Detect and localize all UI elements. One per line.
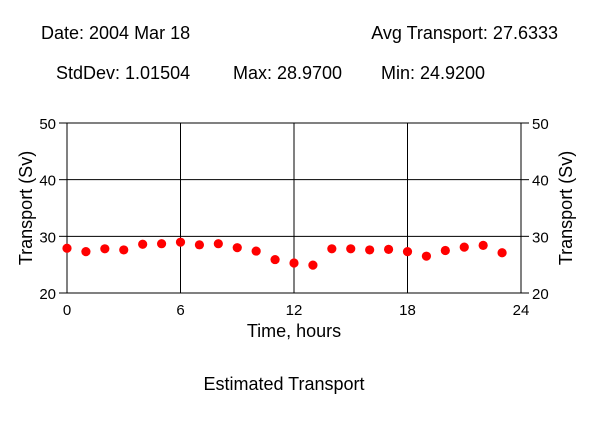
data-point xyxy=(440,245,450,256)
data-point xyxy=(327,244,337,254)
data-point xyxy=(194,240,205,250)
data-point xyxy=(478,240,488,250)
data-point xyxy=(213,239,223,249)
data-point xyxy=(100,244,110,254)
y-axis-label-left: Transport (Sv) xyxy=(16,151,36,265)
y-tick-label-left: 40 xyxy=(39,173,56,190)
y-tick-label-right: 20 xyxy=(532,286,549,303)
data-point xyxy=(270,254,280,265)
data-point xyxy=(346,244,356,254)
max-label: Max: 28.9700 xyxy=(233,63,343,83)
x-tick-label: 6 xyxy=(176,302,184,319)
data-point xyxy=(119,245,129,255)
x-tick-label: 12 xyxy=(286,302,303,319)
data-point xyxy=(251,246,261,256)
data-point xyxy=(232,243,242,253)
data-point xyxy=(62,243,72,253)
data-point xyxy=(497,248,507,258)
data-point xyxy=(383,244,394,254)
data-point xyxy=(156,239,167,249)
y-tick-label-left: 20 xyxy=(39,286,56,303)
data-point xyxy=(81,247,91,257)
y-axis-label-right: Transport (Sv) xyxy=(556,151,576,265)
date-label: Date: 2004 Mar 18 xyxy=(41,23,191,43)
y-tick-label-right: 40 xyxy=(532,173,549,190)
data-points xyxy=(62,237,507,270)
y-tick-label-left: 30 xyxy=(39,229,56,246)
data-point xyxy=(175,237,186,247)
y-tick-label-right: 50 xyxy=(532,116,549,133)
data-point xyxy=(402,247,413,257)
data-point xyxy=(421,251,432,261)
avg-transport-label: Avg Transport: 27.6333 xyxy=(371,23,558,43)
x-tick-label: 18 xyxy=(399,302,416,319)
chart-caption: Estimated Transport xyxy=(203,374,365,394)
y-tick-label-right: 30 xyxy=(532,229,549,246)
data-point xyxy=(459,242,469,252)
x-tick-label: 0 xyxy=(63,302,71,319)
data-point xyxy=(289,258,299,268)
y-tick-label-left: 50 xyxy=(39,116,56,133)
data-point xyxy=(365,245,375,255)
min-label: Min: 24.9200 xyxy=(381,63,486,83)
x-tick-label: 24 xyxy=(513,302,530,319)
data-point xyxy=(308,260,318,270)
data-point xyxy=(138,239,148,249)
x-axis-label: Time, hours xyxy=(247,321,341,341)
stddev-label: StdDev: 1.01504 xyxy=(56,63,191,83)
